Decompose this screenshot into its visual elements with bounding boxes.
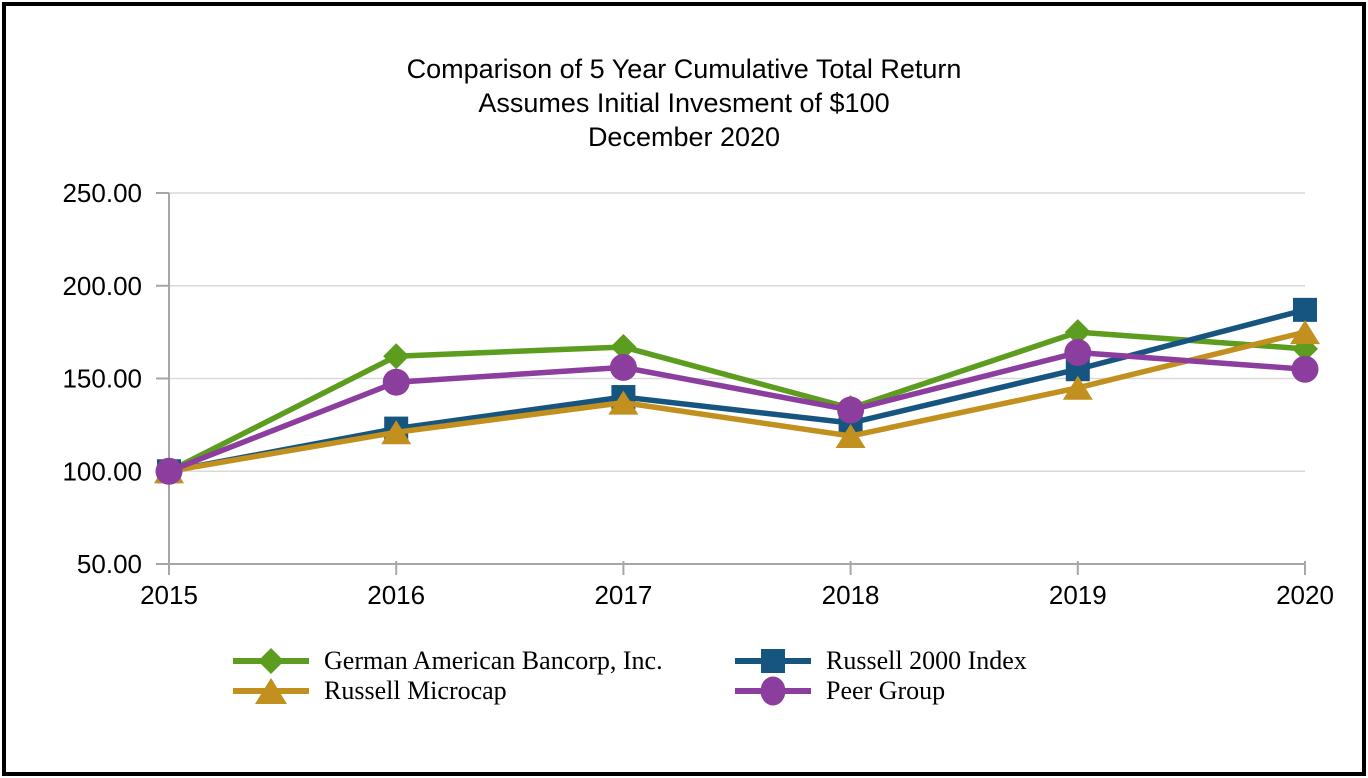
series-line [168,329,1306,474]
diamond-marker [1064,319,1091,346]
legend-item-peer-group: Peer Group [735,676,1027,706]
series-triangle [154,320,1320,484]
x-axis-label: 2016 [367,580,425,610]
circle-marker [1291,355,1319,383]
legend-label-peer-group: Peer Group [826,676,946,705]
legend-label-russell-2000-index: Russell 2000 Index [826,646,1027,675]
y-axis-label: 50.00 [77,549,142,579]
legend-item-russell-microcap: Russell Microcap [233,676,735,706]
x-axis-label: 2015 [140,580,198,610]
series-line [168,307,1306,474]
triangle-marker [608,390,639,415]
series-diamond [156,319,1318,485]
circle-marker [760,676,786,706]
y-axis-label: 150.00 [62,364,142,394]
x-axis-label: 2019 [1049,580,1107,610]
legend-item-russell-2000-index: Russell 2000 Index [735,646,1027,676]
square-marker-icon [735,649,811,673]
x-axis-label: 2018 [822,580,880,610]
circle-marker [155,457,183,485]
triangle-marker [835,424,866,449]
circle-marker [382,368,410,396]
circle-marker [1064,339,1092,367]
chart-title-line-2: Assumes Initial Invesment of $100 [478,88,890,118]
square-marker [761,649,785,673]
square-marker [1293,297,1317,322]
x-axis-label: 2017 [594,580,652,610]
legend-label-german-american-bancorp: German American Bancorp, Inc. [324,646,663,675]
diamond-marker [383,343,410,370]
series-line [167,349,1306,474]
x-axis-label: 2020 [1276,580,1334,610]
legend-item-german-american-bancorp: German American Bancorp, Inc. [233,646,735,676]
legend-label-russell-microcap: Russell Microcap [324,676,507,705]
circle-marker [609,353,637,381]
circle-marker [837,396,865,424]
y-axis-label: 250.00 [62,178,142,208]
chart-title-line-3: December 2020 [587,122,781,152]
chart-title: Comparison of 5 Year Cumulative Total Re… [0,52,1368,154]
chart-title-line-1: Comparison of 5 Year Cumulative Total Re… [406,54,962,84]
y-axis-label: 100.00 [62,456,142,486]
diamond-marker [610,333,637,360]
series-line [167,329,1306,474]
triangle-marker [255,678,287,704]
circle-marker-icon [735,676,811,706]
y-axis-label: 200.00 [62,271,142,301]
triangle-marker [381,420,412,445]
series-circle [155,339,1319,485]
diamond-marker-icon [233,648,309,674]
triangle-marker [1290,320,1320,345]
triangle-marker [1062,375,1093,400]
diamond-marker [258,648,284,674]
triangle-marker-icon [233,678,309,704]
chart-legend: German American Bancorp, Inc. Russell 20… [233,646,1027,706]
